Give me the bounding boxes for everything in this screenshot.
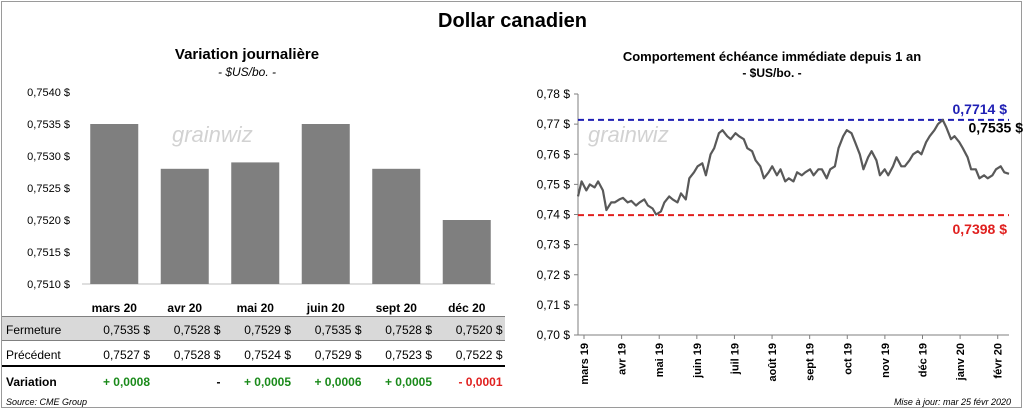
bar-x-tick-label: avr 20 [167,301,202,315]
bar-5 [442,220,491,284]
bar-x-tick-label: juin 20 [306,301,345,315]
line-y-tick-label: 0,77 $ [537,117,571,131]
bar-x-tick-label: mai 20 [237,301,275,315]
price-series-line [576,118,1010,216]
row-label-variation: Variation [6,375,57,389]
line-y-tick-label: 0,74 $ [537,208,571,222]
last-value-label: 0,7535 $ [969,120,1024,136]
bar-chart-subtitle: - $US/bo. - [217,65,277,79]
table-cell-var: - 0,0001 [458,375,503,389]
line-y-tick-label: 0,71 $ [537,298,571,312]
page-title: Dollar canadien [438,10,587,32]
line-x-tick-label: mai 19 [654,343,666,377]
row-label-close: Fermeture [6,323,62,337]
line-x-tick-label: juil 19 [729,343,741,375]
line-x-tick-label: oct 19 [842,343,854,375]
line-x-tick-label: janv 20 [955,343,967,381]
table-cell-var: + 0,0008 [102,375,150,389]
table-cell-close: 0,7529 $ [244,323,291,337]
table-cell-prev: 0,7527 $ [103,348,150,362]
bar-y-tick-label: 0,7510 $ [27,279,70,291]
bar-2 [231,162,280,284]
row-label-previous: Précédent [6,348,61,362]
watermark-bar: grainwiz [172,122,253,147]
bar-y-tick-label: 0,7520 $ [27,215,70,227]
line-y-tick-label: 0,70 $ [537,328,571,342]
bar-y-tick-label: 0,7535 $ [27,119,70,131]
line-x-tick-label: juin 19 [692,343,704,379]
line-x-tick-label: déc 19 [917,343,929,377]
bar-x-tick-label: mars 20 [92,301,138,315]
line-x-tick-label: mars 19 [579,343,591,385]
line-y-tick-label: 0,78 $ [537,87,571,101]
bar-4 [372,168,421,284]
high-value-label: 0,7714 $ [953,101,1008,117]
bar-y-tick-label: 0,7515 $ [27,247,70,259]
source-note: Source: CME Group [6,397,88,407]
line-x-tick-label: avr 19 [617,343,629,375]
table-cell-var: - [216,375,221,389]
line-x-tick-label: févr 20 [993,343,1005,378]
table-cell-close: 0,7528 $ [173,323,221,337]
low-value-label: 0,7398 $ [953,221,1008,237]
line-x-tick-label: sept 19 [805,343,817,381]
line-chart-title: Comportement échéance immédiate depuis 1… [622,49,922,64]
bar-x-tick-label: sept 20 [376,301,418,315]
line-x-tick-label: nov 19 [880,343,892,378]
line-y-tick-label: 0,76 $ [537,147,571,161]
table-cell-close: 0,7535 $ [103,323,150,337]
table-cell-prev: 0,7522 $ [455,348,503,362]
line-y-tick-label: 0,72 $ [537,268,571,282]
table-cell-var: + 0,0005 [384,375,432,389]
bar-3 [301,124,350,284]
line-x-tick-label: août 19 [767,343,779,382]
line-y-tick-label: 0,75 $ [537,177,571,191]
table-cell-prev: 0,7524 $ [244,348,291,362]
watermark-line: grainwiz [588,122,669,147]
table-cell-var: + 0,0005 [243,375,291,389]
table-cell-close: 0,7528 $ [385,323,432,337]
table-row-close: Fermeture 0,7535 $ 0,7528 $ 0,7529 $ 0,7535… [2,316,505,341]
table-cell-var: + 0,0006 [314,375,362,389]
table-cell-prev: 0,7523 $ [385,348,432,362]
bar-1 [160,168,209,284]
table-row-previous: Précédent 0,7527 $ 0,7528 $ 0,7524 $ 0,7529… [2,342,505,367]
line-y-tick-label: 0,73 $ [537,238,571,252]
bar-y-tick-label: 0,7525 $ [27,183,70,195]
bar-y-tick-label: 0,7530 $ [27,151,70,163]
table-cell-prev: 0,7529 $ [314,348,362,362]
table-cell-close: 0,7535 $ [314,323,362,337]
table-row-variation: Variation + 0,0008 - + 0,0005 + 0,0006 + 0,0… [2,369,505,394]
bar-chart-title: Variation journalière [174,46,320,63]
bar-0 [90,124,139,284]
bar-x-tick-label: déc 20 [448,301,486,315]
table-cell-prev: 0,7528 $ [173,348,221,362]
bar-y-tick-label: 0,7540 $ [27,87,70,99]
update-note: Mise à jour: mar 25 févr 2020 [893,397,1011,407]
line-chart-subtitle: - $US/bo. - [742,66,802,80]
table-cell-close: 0,7520 $ [455,323,503,337]
